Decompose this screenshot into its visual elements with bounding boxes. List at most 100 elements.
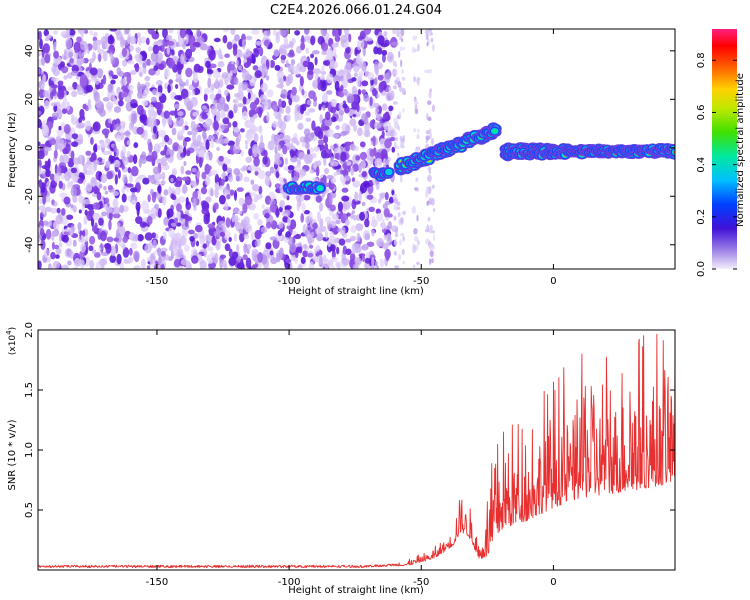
- noise-blob: [287, 165, 295, 171]
- noise-blob: [342, 88, 348, 96]
- noise-blob: [105, 206, 113, 213]
- noise-blob: [129, 187, 138, 193]
- noise-blob: [387, 213, 393, 218]
- noise-blob: [135, 46, 142, 53]
- y-tick-label: 2.0: [24, 322, 35, 338]
- noise-blob: [247, 88, 253, 93]
- noise-blob: [329, 204, 336, 212]
- noise-blob: [427, 166, 432, 171]
- noise-blob: [77, 222, 82, 231]
- noise-blob: [400, 216, 404, 224]
- noise-blob: [301, 35, 305, 44]
- noise-blob: [66, 181, 71, 190]
- noise-blob: [339, 131, 347, 137]
- noise-blob: [231, 213, 236, 223]
- noise-blob: [280, 88, 288, 100]
- noise-blob: [338, 29, 342, 36]
- noise-blob: [193, 63, 201, 73]
- noise-blob: [119, 204, 124, 214]
- noise-blob: [318, 262, 326, 268]
- noise-blob: [92, 212, 101, 221]
- colorbar-tick-label: 0.0: [696, 261, 707, 277]
- noise-blob: [168, 227, 175, 238]
- noise-blob: [166, 208, 174, 218]
- noise-blob: [274, 152, 281, 163]
- noise-blob: [283, 36, 289, 48]
- noise-blob: [373, 121, 382, 129]
- noise-blob: [383, 30, 388, 37]
- noise-blob: [322, 254, 327, 263]
- noise-blob: [356, 232, 361, 243]
- noise-blob: [331, 248, 336, 260]
- noise-blob: [265, 170, 272, 177]
- noise-blob: [310, 168, 315, 174]
- noise-blob: [178, 129, 184, 136]
- noise-blob: [352, 263, 359, 269]
- noise-blob: [355, 155, 361, 161]
- noise-blob: [226, 193, 231, 200]
- noise-blob: [278, 98, 283, 108]
- noise-blob: [320, 29, 327, 37]
- noise-blob: [324, 143, 329, 150]
- noise-blob: [249, 121, 255, 127]
- noise-blob: [318, 139, 325, 145]
- noise-blob: [431, 258, 434, 264]
- noise-blob: [280, 55, 287, 61]
- noise-blob: [344, 218, 350, 227]
- noise-blob: [247, 92, 251, 100]
- noise-blob: [130, 102, 138, 108]
- noise-blob: [238, 132, 242, 142]
- noise-blob: [279, 29, 287, 37]
- noise-blob: [107, 35, 115, 45]
- noise-blob: [42, 43, 51, 54]
- noise-blob: [341, 187, 349, 193]
- noise-blob: [207, 223, 215, 229]
- noise-blob: [68, 227, 74, 237]
- noise-blob: [236, 187, 244, 192]
- noise-blob: [320, 70, 327, 76]
- noise-blob: [208, 50, 216, 61]
- noise-blob: [399, 175, 403, 183]
- noise-blob: [280, 108, 285, 114]
- noise-blob: [219, 124, 228, 129]
- noise-blob: [71, 141, 79, 148]
- noise-blob: [89, 67, 98, 76]
- noise-blob: [293, 233, 302, 240]
- noise-blob: [72, 266, 79, 269]
- noise-blob: [397, 152, 400, 156]
- noise-blob: [45, 126, 49, 137]
- noise-blob: [135, 53, 143, 63]
- noise-blob: [164, 144, 168, 152]
- noise-blob: [118, 241, 125, 247]
- noise-blob: [258, 141, 265, 152]
- noise-blob: [330, 116, 337, 123]
- noise-blob: [92, 159, 100, 165]
- noise-blob: [138, 71, 143, 78]
- noise-blob: [201, 113, 208, 120]
- noise-blob: [315, 244, 320, 252]
- noise-blob: [156, 247, 162, 257]
- noise-blob: [119, 225, 126, 237]
- noise-blob: [368, 206, 375, 213]
- noise-blob: [250, 231, 255, 241]
- noise-blob: [199, 234, 205, 245]
- noise-blob: [70, 186, 77, 197]
- noise-blob: [42, 74, 47, 84]
- noise-blob: [228, 63, 235, 71]
- noise-blob: [100, 173, 108, 183]
- noise-blob: [184, 121, 188, 126]
- noise-blob: [223, 263, 228, 269]
- noise-blob: [208, 262, 217, 269]
- noise-blob: [38, 30, 42, 41]
- noise-blob: [174, 217, 179, 224]
- noise-blob: [373, 103, 380, 109]
- noise-blob: [399, 239, 402, 246]
- noise-blob: [412, 35, 418, 41]
- noise-blob: [58, 125, 62, 131]
- noise-blob: [311, 50, 320, 55]
- noise-blob: [226, 84, 235, 90]
- noise-blob: [178, 242, 182, 249]
- noise-blob: [160, 250, 166, 257]
- noise-blob: [63, 123, 71, 135]
- noise-blob: [388, 55, 393, 61]
